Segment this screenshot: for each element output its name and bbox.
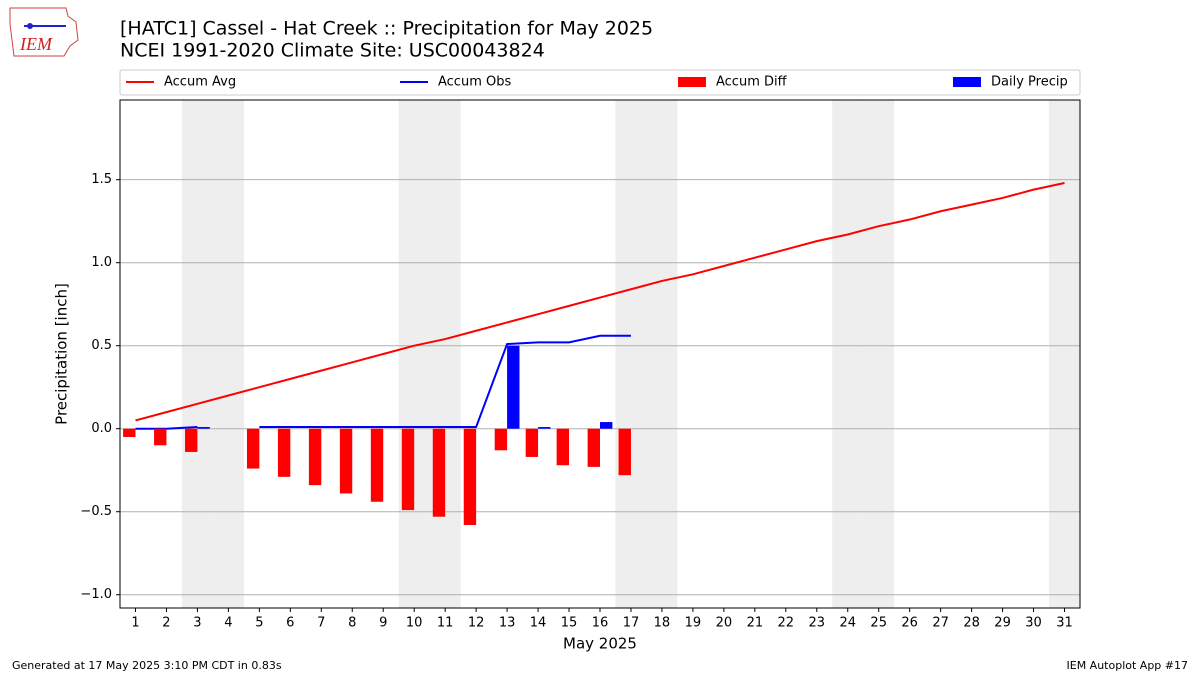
x-tick-label: 29 bbox=[994, 616, 1011, 631]
logo-text: IEM bbox=[19, 34, 53, 54]
bar bbox=[525, 428, 539, 457]
highlight-band bbox=[398, 100, 430, 608]
chart-subtitle: NCEI 1991-2020 Climate Site: USC00043824 bbox=[120, 40, 545, 62]
x-tick-label: 26 bbox=[901, 616, 918, 631]
bar bbox=[154, 428, 167, 446]
x-tick-label: 12 bbox=[468, 616, 485, 631]
x-tick-label: 11 bbox=[437, 616, 454, 631]
bar bbox=[618, 428, 631, 476]
bar bbox=[401, 428, 415, 511]
x-tick-label: 3 bbox=[193, 616, 201, 631]
x-tick-label: 5 bbox=[255, 616, 263, 631]
bar bbox=[308, 428, 322, 486]
x-tick-label: 9 bbox=[379, 616, 387, 631]
line bbox=[135, 182, 1065, 422]
y-tick-label: 0.5 bbox=[91, 338, 112, 353]
legend-swatch bbox=[953, 77, 981, 87]
x-tick-label: 23 bbox=[809, 616, 826, 631]
bar bbox=[123, 428, 136, 438]
x-tick-label: 21 bbox=[747, 616, 764, 631]
logo-outline bbox=[9, 7, 79, 57]
footer-left: Generated at 17 May 2025 3:10 PM CDT in … bbox=[12, 659, 282, 672]
x-tick-label: 18 bbox=[654, 616, 671, 631]
bar bbox=[246, 428, 260, 469]
highlight-band bbox=[429, 100, 461, 608]
x-tick-label: 10 bbox=[406, 616, 423, 631]
legend-swatch bbox=[678, 77, 706, 87]
x-tick-label: 28 bbox=[963, 616, 980, 631]
legend-box bbox=[119, 69, 1081, 96]
x-tick-label: 13 bbox=[499, 616, 516, 631]
bar bbox=[339, 428, 353, 494]
bar bbox=[432, 428, 446, 517]
y-tick-label: 0.0 bbox=[91, 421, 112, 436]
x-tick-label: 30 bbox=[1025, 616, 1042, 631]
highlight-band bbox=[181, 100, 213, 608]
x-tick-label: 22 bbox=[778, 616, 795, 631]
legend-label: Accum Obs bbox=[438, 75, 511, 90]
x-tick-label: 7 bbox=[317, 616, 325, 631]
highlight-band bbox=[615, 100, 647, 608]
y-tick-label: −1.0 bbox=[80, 587, 112, 602]
x-tick-label: 25 bbox=[870, 616, 887, 631]
highlight-band bbox=[832, 100, 864, 608]
x-tick-label: 20 bbox=[716, 616, 733, 631]
bar bbox=[463, 428, 477, 525]
bar bbox=[600, 422, 613, 429]
bar bbox=[538, 427, 551, 429]
y-tick-label: −0.5 bbox=[80, 504, 112, 519]
bar bbox=[494, 428, 508, 451]
x-tick-label: 24 bbox=[839, 616, 856, 631]
x-tick-label: 6 bbox=[286, 616, 294, 631]
bar bbox=[197, 427, 210, 429]
x-tick-label: 17 bbox=[623, 616, 640, 631]
x-tick-label: 19 bbox=[685, 616, 702, 631]
line bbox=[135, 426, 198, 430]
x-tick-label: 4 bbox=[224, 616, 232, 631]
logo: IEM bbox=[9, 7, 79, 57]
highlight-band bbox=[212, 100, 244, 608]
x-tick-label: 16 bbox=[592, 616, 609, 631]
bar bbox=[277, 428, 291, 477]
legend-label: Accum Avg bbox=[164, 75, 236, 90]
y-tick-label: 1.0 bbox=[91, 255, 112, 270]
x-tick-label: 2 bbox=[162, 616, 170, 631]
legend-label: Accum Diff bbox=[716, 75, 788, 90]
x-tick-label: 27 bbox=[932, 616, 949, 631]
highlight-band bbox=[863, 100, 895, 608]
x-tick-label: 1 bbox=[131, 616, 139, 631]
x-tick-label: 14 bbox=[530, 616, 547, 631]
y-tick-label: 1.5 bbox=[91, 172, 112, 187]
x-tick-label: 15 bbox=[561, 616, 578, 631]
footer-right: IEM Autoplot App #17 bbox=[1067, 659, 1189, 672]
highlight-band bbox=[646, 100, 678, 608]
y-axis-label: Precipitation [inch] bbox=[53, 283, 71, 425]
legend-label: Daily Precip bbox=[991, 75, 1068, 90]
bar bbox=[587, 428, 600, 467]
chart-title: [HATC1] Cassel - Hat Creek :: Precipitat… bbox=[120, 18, 653, 40]
x-tick-label: 31 bbox=[1056, 616, 1073, 631]
plot-frame bbox=[119, 99, 1081, 609]
x-axis-label: May 2025 bbox=[563, 635, 637, 653]
x-tick-label: 8 bbox=[348, 616, 356, 631]
bar bbox=[185, 428, 198, 452]
bar bbox=[556, 428, 570, 466]
highlight-band bbox=[1049, 100, 1080, 608]
bar bbox=[507, 345, 520, 429]
line bbox=[259, 334, 631, 429]
logo-dot bbox=[27, 23, 33, 29]
bar bbox=[370, 428, 384, 502]
